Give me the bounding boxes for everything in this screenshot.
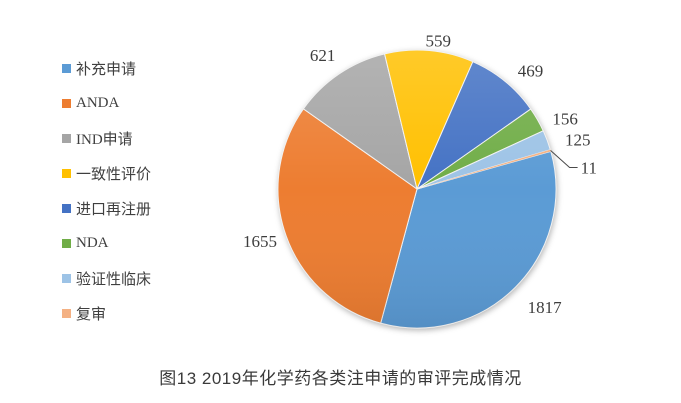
legend-label: ANDA	[76, 95, 120, 111]
legend-item: NDA	[62, 226, 151, 261]
legend-swatch-icon	[62, 134, 71, 143]
legend-label: 复审	[76, 307, 107, 323]
label-leader-line	[550, 150, 578, 168]
legend-swatch-icon	[62, 274, 71, 283]
legend-swatch-icon	[62, 239, 71, 248]
legend-label: 进口再注册	[76, 202, 152, 218]
legend-label: 一致性评价	[76, 167, 152, 183]
legend-item: 一致性评价	[62, 156, 151, 191]
pie-data-labels: 1817 1655 621 559 469 156 125 11	[243, 31, 597, 317]
legend-label: 验证性临床	[76, 272, 152, 288]
legend-swatch-icon	[62, 204, 71, 213]
legend-label: IND申请	[76, 132, 133, 148]
data-label: 621	[310, 46, 336, 65]
data-label: 1655	[243, 232, 277, 251]
pie-slices	[277, 49, 557, 329]
legend-item: 补充申请	[62, 51, 151, 86]
data-label: 469	[518, 62, 544, 81]
legend-item: 复审	[62, 296, 151, 331]
legend-item: IND申请	[62, 121, 151, 156]
figure-caption: 图13 2019年化学药各类注申请的审评完成情况	[159, 369, 522, 388]
legend-item: 进口再注册	[62, 191, 151, 226]
legend-swatch-icon	[62, 169, 71, 178]
legend: 补充申请 ANDA IND申请一致性评价进口再注册 NDA 验证性临床复审	[62, 51, 151, 331]
data-label: 559	[425, 31, 451, 50]
legend-swatch-icon	[62, 309, 71, 318]
data-label: 11	[581, 158, 597, 177]
legend-label: 补充申请	[76, 62, 137, 78]
legend-item: 验证性临床	[62, 261, 151, 296]
legend-swatch-icon	[62, 64, 71, 73]
legend-swatch-icon	[62, 99, 71, 108]
data-label: 125	[565, 131, 591, 150]
data-label: 156	[552, 110, 578, 129]
data-label: 1817	[528, 298, 563, 317]
legend-item: ANDA	[62, 86, 151, 121]
legend-label: NDA	[76, 235, 109, 251]
